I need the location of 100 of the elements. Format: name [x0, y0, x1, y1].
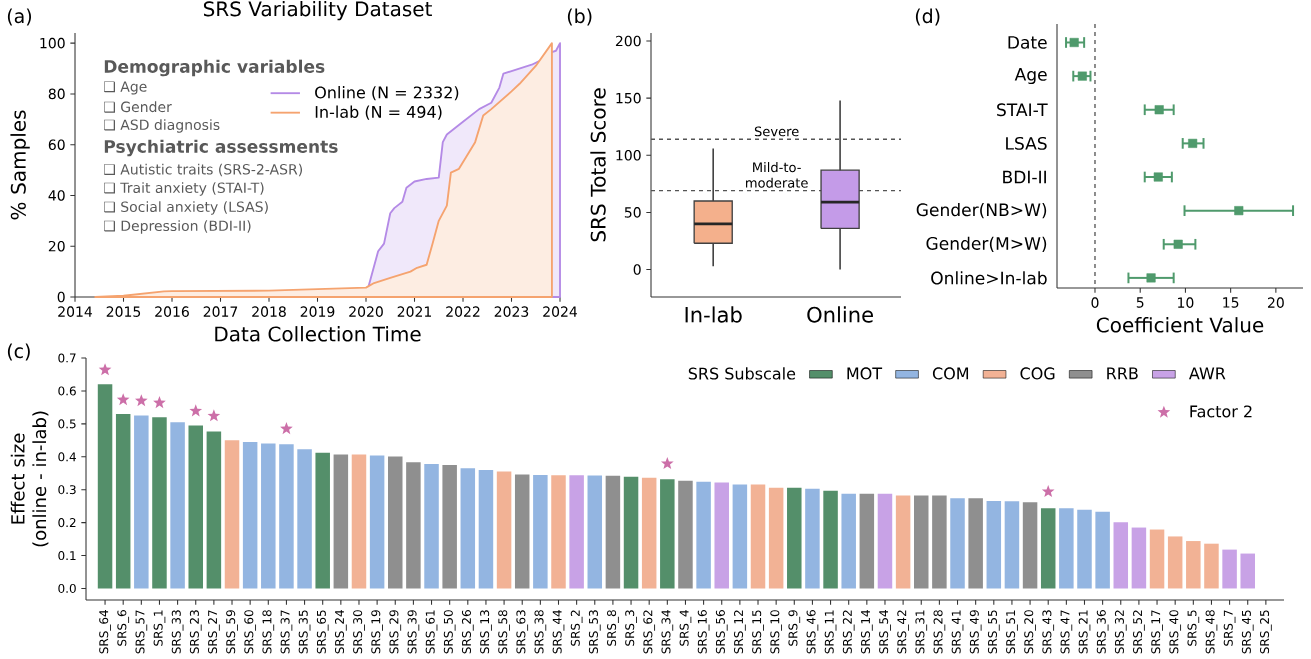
x-axis-title: Coefficient Value	[1096, 317, 1264, 333]
bar	[134, 415, 149, 589]
y-axis-title: % Samples	[10, 110, 30, 220]
x-tick-label: SRS_6	[117, 610, 130, 646]
y-tick-label: STAI-T	[997, 103, 1048, 117]
bar	[315, 452, 330, 589]
bar	[1004, 501, 1020, 589]
x-tick-label: SRS_18	[262, 610, 275, 654]
x-tick-label: SRS_29	[389, 610, 402, 654]
x-tick-label: 10	[1178, 297, 1194, 308]
point	[1154, 105, 1164, 115]
annotation: ❑ Social anxiety (LSAS)	[104, 201, 268, 215]
x-tick-label: SRS_31	[915, 610, 928, 654]
y-tick-label: 0.3	[58, 485, 76, 495]
point	[1077, 71, 1087, 81]
bar	[460, 468, 476, 589]
point	[1173, 239, 1183, 249]
bar	[986, 500, 1002, 589]
y-tick-label: Gender(NB>W)	[916, 203, 1047, 219]
text: (c)	[7, 343, 30, 361]
bar	[841, 493, 856, 589]
x-tick-label: SRS_20	[1024, 610, 1036, 654]
x-tick-label: SRS_53	[588, 610, 601, 654]
bar	[768, 487, 784, 589]
x-tick-label: SRS_56	[715, 610, 728, 654]
x-tick-label: SRS_48	[1205, 610, 1218, 654]
bar	[551, 475, 566, 589]
legend-title: SRS Subscale	[688, 367, 796, 380]
x-tick-label: 20	[1267, 297, 1284, 308]
bar	[333, 454, 349, 589]
bar	[115, 413, 131, 589]
bar	[152, 417, 167, 589]
x-tick-label: SRS_42	[897, 610, 909, 654]
x-tick-label: SRS_13	[480, 610, 492, 654]
bar	[406, 462, 421, 589]
x-tick-label: SRS_10	[770, 610, 783, 654]
annotation: ❑ Trait anxiety (STAI-T)	[104, 182, 264, 196]
y-tick-label: Age	[1014, 68, 1047, 85]
text: (a)	[7, 8, 32, 26]
y-tick-label: Gender(M>W)	[926, 236, 1047, 252]
legend-label: COG	[1020, 367, 1055, 380]
point	[1234, 206, 1244, 216]
legend-label: MOT	[847, 367, 883, 380]
x-tick-label: SRS_1	[153, 610, 166, 646]
x-tick-label: SRS_7	[1223, 610, 1236, 646]
x-axis-title: Data Collection Time	[215, 326, 421, 342]
x-tick-label: SRS_5	[1187, 610, 1200, 646]
y-tick-label: 0.2	[58, 518, 76, 528]
bar	[1204, 543, 1219, 589]
x-tick-label: 2024	[543, 306, 578, 317]
y-tick-label: 20	[48, 240, 65, 252]
x-tick-label: SRS_52	[1133, 610, 1145, 654]
x-tick-label: SRS_36	[1096, 610, 1109, 654]
x-tick-label: 2014	[58, 306, 93, 317]
x-tick-label: 2023	[494, 306, 529, 317]
y-tick-label: 80	[48, 88, 65, 100]
annotation: ❑ Age	[104, 81, 147, 95]
y-tick-label: Online>In-lab	[931, 271, 1047, 285]
y-tick-label: 0.7	[58, 353, 76, 363]
y-tick-label: 0.0	[58, 583, 76, 593]
point	[1146, 273, 1156, 283]
y-tick-label: 50	[624, 207, 641, 218]
x-tick-label: SRS_11	[824, 610, 837, 654]
bar	[859, 493, 875, 589]
annotation: ❑ ASD diagnosis	[104, 119, 220, 133]
annotation: ❑ Gender	[104, 101, 172, 113]
bar	[641, 477, 657, 589]
x-tick-label: SRS_38	[534, 610, 547, 654]
y-tick-label: BDI-II	[1003, 170, 1046, 184]
x-tick-label: 2016	[155, 306, 189, 317]
bar	[714, 482, 729, 589]
x-tick-label: SRS_47	[1060, 610, 1073, 654]
bar	[478, 469, 494, 589]
x-tick-label: SRS_14	[860, 610, 873, 654]
bar	[1186, 541, 1201, 589]
bar	[623, 476, 639, 589]
x-tick-label: SRS_64	[99, 610, 111, 654]
x-tick-label: 2020	[349, 306, 383, 317]
x-tick-label: SRS_49	[969, 610, 982, 654]
x-tick-label: 15	[1223, 297, 1239, 308]
y-tick-label: LSAS	[1006, 136, 1047, 150]
bar	[297, 449, 312, 589]
x-tick-label: SRS_45	[1241, 610, 1254, 654]
x-tick-label: SRS_24	[334, 610, 347, 654]
x-tick-label: SRS_22	[842, 610, 855, 654]
bar	[279, 444, 294, 589]
y-tick-label: 0	[633, 264, 641, 275]
x-tick-label: SRS_21	[1078, 610, 1091, 654]
bar	[932, 495, 947, 589]
y-tick-label: 150	[616, 92, 641, 104]
bar	[587, 475, 603, 589]
y-tick-label: 0.6	[58, 386, 76, 396]
bar	[1131, 527, 1147, 589]
bar	[968, 498, 983, 589]
x-tick-label: SRS_26	[461, 610, 474, 654]
bar	[424, 464, 439, 589]
bar	[97, 384, 113, 589]
bar	[206, 431, 222, 589]
bar	[1022, 502, 1038, 589]
x-tick-label: SRS_55	[987, 610, 1000, 654]
